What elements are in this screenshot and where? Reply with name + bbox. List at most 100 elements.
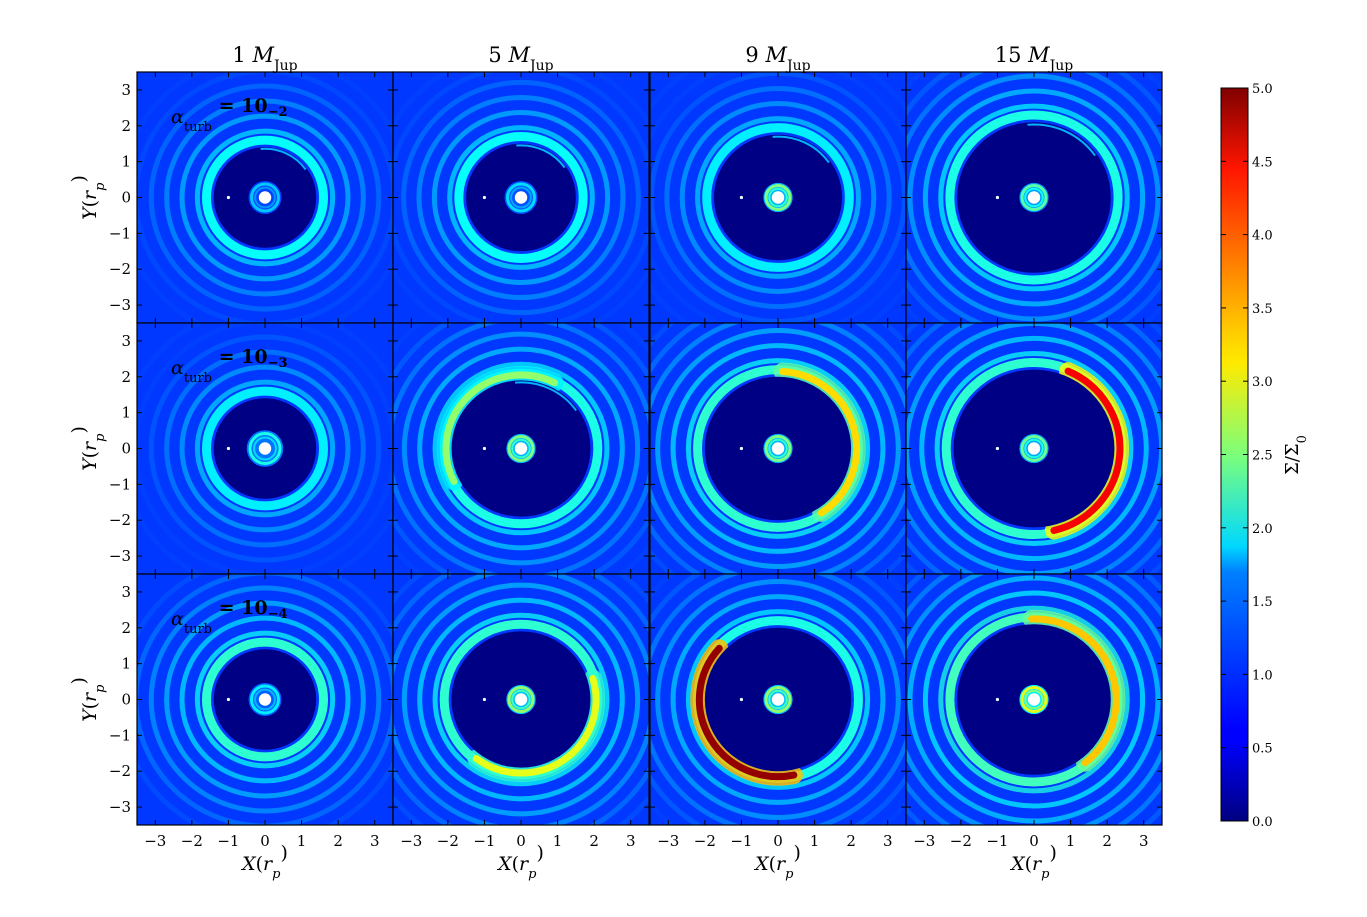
alpha-turb-label: αturb = 10−3 (171, 346, 288, 386)
x-tick-label: −2 (437, 832, 459, 850)
y-tick-label: 0 (121, 440, 131, 458)
x-tick-label: 3 (370, 832, 380, 850)
inner-disk-ring (507, 686, 535, 713)
density-ring (670, 343, 886, 554)
central-hole (771, 693, 785, 706)
density-ring (164, 98, 366, 297)
planet-marker (995, 697, 1000, 702)
colorbar-tick-label: 3.0 (1252, 375, 1273, 390)
planet-marker (739, 697, 744, 702)
y-tick-label: 3 (121, 81, 131, 99)
y-tick-label: 0 (121, 691, 131, 709)
density-ring (401, 331, 641, 566)
density-ring (164, 600, 366, 799)
density-ring (164, 349, 366, 548)
colorbar: 0.0 0.5 1.0 1.5 2.0 2.5 3.0 3.5 4.0 4.5 5.0 Σ/Σ0 (1220, 82, 1310, 830)
inner-disk-ring (764, 184, 792, 211)
inner-disk-ring (507, 435, 535, 462)
y-tick-label: 2 (121, 368, 131, 386)
inner-disk-ring (1024, 187, 1044, 208)
density-ring (447, 125, 595, 270)
y-tick-label: −3 (109, 296, 131, 314)
density-ring (194, 379, 336, 518)
planet-wake-arc (260, 147, 307, 171)
colorbar-tick-label: 5.0 (1252, 82, 1273, 97)
colorbar-tick-label: 4.5 (1252, 155, 1273, 170)
inner-disk-ring (250, 182, 280, 213)
y-tick-label: 3 (121, 332, 131, 350)
x-axis-label: X(rp) (240, 842, 288, 882)
central-hole (771, 442, 785, 455)
inner-disk-ring (1024, 689, 1044, 710)
panel-1-0: −3 −2 −1 0 1 2 3 αturb = 10−3 (109, 322, 394, 575)
planet-marker (995, 446, 1000, 451)
panel-2-2: −3 −2 −1 0 1 2 3 (649, 573, 907, 850)
x-tick-label: 0 (1029, 832, 1039, 850)
density-ring (919, 335, 1149, 562)
inner-disk-ring (768, 187, 788, 208)
x-tick-label: −2 (950, 832, 972, 850)
central-hole (258, 442, 272, 455)
density-ring (655, 328, 901, 569)
gap-edge-ring (201, 637, 329, 762)
central-hole (514, 442, 528, 455)
density-ring (685, 609, 871, 790)
y-tick-label: 1 (121, 655, 131, 673)
inner-disk-ring (764, 435, 792, 462)
x-tick-label: −3 (400, 832, 422, 850)
density-ring (432, 612, 610, 787)
y-axis-label: Y(rp) (68, 175, 108, 220)
planet-marker (482, 446, 487, 451)
colorbar-tick-label: 1.5 (1252, 595, 1273, 610)
central-hole (258, 693, 272, 706)
inner-disk-ring (248, 432, 282, 465)
gap-edge-ring (201, 135, 329, 260)
inner-disk-ring (1024, 438, 1044, 459)
panel-0-3 (905, 71, 1163, 324)
inner-disk-ring (764, 686, 792, 713)
planet-wake-arc (772, 135, 830, 164)
density-ring (179, 113, 351, 282)
inner-disk-ring (768, 689, 788, 710)
density-ring (431, 110, 611, 285)
x-tick-label: −1 (473, 832, 495, 850)
density-ring (670, 594, 886, 805)
x-tick-label: 2 (846, 832, 856, 850)
column-title: 5 MJup (488, 43, 553, 74)
panel-1-2 (649, 322, 907, 575)
density-ring (179, 615, 351, 784)
density-ring (416, 94, 626, 301)
colorbar-tick-label: 1.0 (1252, 668, 1273, 683)
planet-marker (739, 195, 744, 200)
inner-disk-ring (254, 186, 276, 209)
vortex-crescent (1050, 367, 1124, 534)
column-title: 15 MJup (995, 43, 1074, 74)
colorbar-label-sub: 0 (1295, 435, 1310, 443)
panel-0-1 (392, 71, 650, 324)
colorbar-tick-label: 3.5 (1252, 302, 1273, 317)
x-axis-label: X(rp) (753, 842, 801, 882)
y-tick-label: 3 (121, 583, 131, 601)
y-tick-label: −2 (109, 511, 131, 529)
x-tick-label: −3 (913, 832, 935, 850)
x-tick-label: 3 (1139, 832, 1149, 850)
planet-marker (482, 697, 487, 702)
planet-marker (226, 195, 231, 200)
central-hole (1027, 191, 1041, 204)
inner-disk-ring (510, 186, 532, 209)
gap-edge-ring (201, 386, 329, 511)
panel-0-0: −3 −2 −1 0 1 2 3 αturb = 10−2 (109, 71, 394, 324)
central-hole (1027, 442, 1041, 455)
x-tick-label: 1 (810, 832, 820, 850)
density-ring (417, 346, 625, 551)
y-axis-label: Y(rp) (68, 677, 108, 722)
vortex-crescent (695, 644, 798, 781)
planet-marker (739, 446, 744, 451)
colorbar-tick-label: 0.0 (1252, 815, 1273, 830)
x-axis-label: X(rp) (1009, 842, 1057, 882)
planet-marker (482, 195, 487, 200)
planet-wake-arc (515, 381, 578, 412)
density-ring (934, 350, 1134, 547)
density-ring (695, 116, 861, 279)
